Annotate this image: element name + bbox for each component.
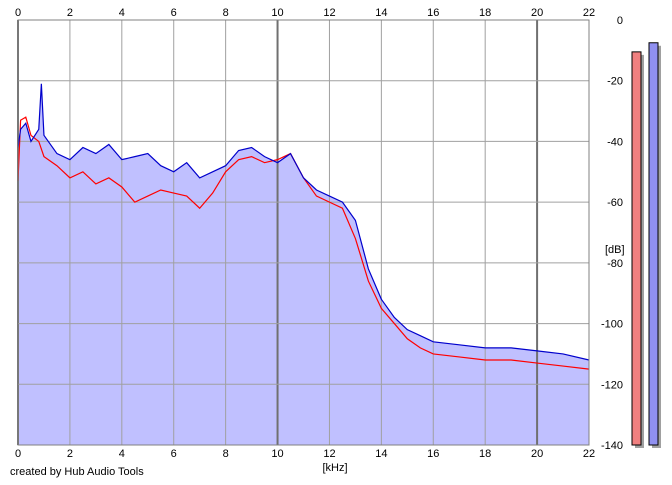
- x-tick-bottom: 16: [427, 448, 439, 460]
- y-tick: -60: [607, 197, 623, 209]
- series-line-2: [17, 83, 590, 361]
- credit-text: created by Hub Audio Tools: [10, 466, 144, 478]
- x-tick-bottom: 12: [323, 448, 335, 460]
- y-tick: -100: [601, 319, 623, 331]
- y-tick: -140: [601, 440, 623, 452]
- level-meters: [631, 42, 661, 449]
- x-tick-top: 10: [271, 7, 283, 19]
- x-ticks-top: 0 2 4 6 8 10 12 14 16 18 20 22: [15, 7, 595, 19]
- spectrum-area: [18, 83, 589, 445]
- x-tick-top: 4: [119, 7, 125, 19]
- x-tick-bottom: 10: [271, 448, 283, 460]
- level-bar-1: [631, 51, 642, 446]
- x-tick-top: 20: [531, 7, 543, 19]
- x-tick-bottom: 18: [479, 448, 491, 460]
- x-tick-top: 22: [583, 7, 595, 19]
- x-axis-label: [kHz]: [322, 462, 347, 474]
- x-tick-top: 2: [67, 7, 73, 19]
- x-tick-top: 0: [15, 7, 21, 19]
- level-bar-2: [648, 42, 659, 446]
- x-tick-bottom: 8: [223, 448, 229, 460]
- x-tick-bottom: 0: [15, 448, 21, 460]
- x-tick-top: 18: [479, 7, 491, 19]
- plot-frame: [17, 19, 590, 446]
- y-axis-label: [dB]: [605, 244, 625, 256]
- x-tick-top: 16: [427, 7, 439, 19]
- y-tick: -120: [601, 379, 623, 391]
- x-ticks-bottom: 0 2 4 6 8 10 12 14 16 18 20 22: [15, 448, 595, 460]
- x-tick-top: 8: [223, 7, 229, 19]
- series-line-1: [17, 116, 590, 370]
- x-tick-bottom: 2: [67, 448, 73, 460]
- x-tick-bottom: 6: [171, 448, 177, 460]
- x-tick-top: 12: [323, 7, 335, 19]
- x-tick-bottom: 14: [375, 448, 387, 460]
- x-tick-top: 14: [375, 7, 387, 19]
- y-tick: -20: [607, 76, 623, 88]
- series-lines: [17, 19, 590, 446]
- y-tick: -40: [607, 136, 623, 148]
- x-tick-bottom: 22: [583, 448, 595, 460]
- y-tick: -80: [607, 258, 623, 270]
- x-tick-bottom: 4: [119, 448, 125, 460]
- x-tick-top: 6: [171, 7, 177, 19]
- y-ticks: 0 -20 -40 -60 -80 -100 -120 -140: [601, 15, 623, 452]
- x-tick-bottom: 20: [531, 448, 543, 460]
- y-tick: 0: [617, 15, 623, 27]
